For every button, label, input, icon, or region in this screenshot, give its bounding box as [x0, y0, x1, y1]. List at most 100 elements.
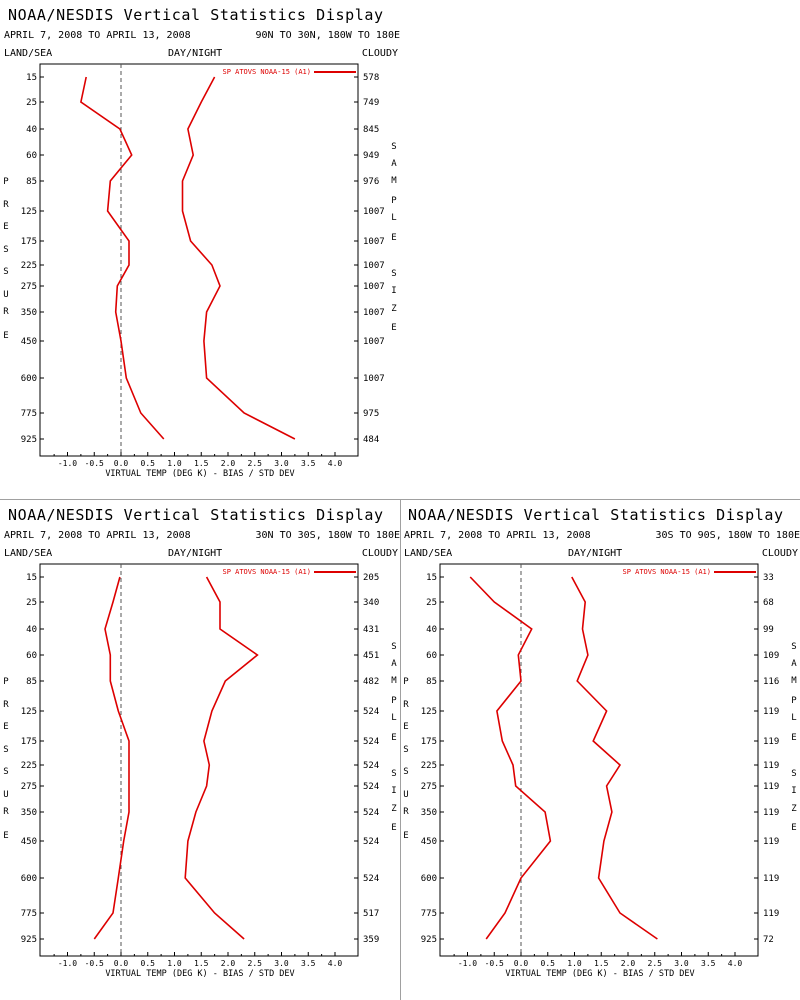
sample-size-axis-letter: S	[391, 269, 397, 279]
sample-size-label: 524	[363, 782, 379, 792]
pressure-tick-label: 350	[21, 308, 37, 318]
pressure-axis-letter: R	[3, 700, 9, 710]
cloudy-label: CLOUDY	[361, 48, 398, 59]
sample-size-axis-letter: S	[391, 142, 397, 152]
legend-label: SP ATOVS NOAA-15 (A1)	[222, 568, 311, 576]
x-tick-label: 1.5	[194, 959, 209, 968]
sample-size-label: 524	[363, 737, 379, 747]
pressure-axis-letter: S	[3, 245, 9, 255]
day-night-label: DAY/NIGHT	[168, 48, 223, 59]
sample-size-label: 119	[763, 808, 779, 818]
pressure-tick-label: 85	[26, 677, 37, 687]
sample-size-label: 524	[363, 837, 379, 847]
sample-size-axis-letter: E	[791, 823, 797, 833]
chart-title: NOAA/NESDIS Vertical Statistics Display	[8, 6, 384, 24]
x-tick-label: 1.0	[567, 959, 582, 968]
std-dev-line	[571, 576, 658, 940]
x-tick-label: 2.5	[248, 959, 263, 968]
sample-size-label: 119	[763, 837, 779, 847]
pressure-tick-label: 85	[26, 177, 37, 187]
pressure-axis-letter: R	[3, 307, 9, 317]
pressure-tick-label: 450	[21, 337, 37, 347]
pressure-tick-label: 40	[26, 625, 37, 635]
sample-size-label: 109	[763, 651, 779, 661]
chart-panel-tropics: NOAA/NESDIS Vertical Statistics Display …	[0, 500, 400, 1000]
bias-line	[80, 76, 165, 440]
x-tick-label: -1.0	[458, 959, 477, 968]
sample-size-axis-letter: I	[391, 786, 397, 796]
sample-size-axis-letter: E	[391, 323, 397, 333]
x-axis-label: VIRTUAL TEMP (DEG K) - BIAS / STD DEV	[105, 469, 294, 479]
pressure-axis-letter: R	[3, 200, 9, 210]
sample-size-axis-letter: E	[391, 233, 397, 243]
x-tick-label: 4.0	[328, 959, 343, 968]
pressure-tick-label: 225	[421, 761, 437, 771]
pressure-tick-label: 925	[21, 435, 37, 445]
x-tick-label: 1.0	[167, 959, 182, 968]
sample-size-axis-letter: P	[391, 196, 397, 206]
sample-size-axis-letter: M	[391, 176, 397, 186]
sample-size-label: 976	[363, 177, 379, 187]
pressure-tick-label: 600	[21, 374, 37, 384]
date-range: APRIL 7, 2008 TO APRIL 13, 2008	[4, 30, 191, 41]
sample-size-axis-letter: I	[791, 786, 797, 796]
sample-size-axis-letter: P	[791, 696, 797, 706]
pressure-axis-letter: S	[3, 745, 9, 755]
x-tick-label: -1.0	[58, 959, 77, 968]
bias-line	[93, 576, 130, 940]
pressure-tick-label: 175	[421, 737, 437, 747]
x-tick-label: 2.0	[221, 459, 236, 468]
pressure-tick-label: 15	[426, 573, 437, 583]
sample-size-axis-letter: A	[391, 659, 397, 669]
x-tick-label: 3.0	[674, 959, 689, 968]
sample-size-label: 68	[763, 598, 774, 608]
sample-size-label: 72	[763, 935, 774, 945]
x-tick-label: 2.5	[648, 959, 663, 968]
vertical-stats-plot: 15 578 25 749 40 845 60 949 85 976 125 1007 175 1007 2…	[21, 63, 385, 479]
x-tick-label: 2.5	[248, 459, 263, 468]
pressure-tick-label: 450	[421, 837, 437, 847]
pressure-tick-label: 25	[26, 598, 37, 608]
pressure-tick-label: 600	[21, 874, 37, 884]
sample-size-label: 578	[363, 73, 379, 83]
plot-frame	[439, 563, 759, 957]
legend-label: SP ATOVS NOAA-15 (A1)	[622, 568, 711, 576]
x-tick-label: 2.0	[221, 959, 236, 968]
sample-size-label: 119	[763, 782, 779, 792]
std-dev-line	[181, 76, 296, 440]
pressure-axis-letter: U	[403, 790, 409, 800]
x-tick-label: -0.5	[485, 959, 504, 968]
pressure-axis-letter: E	[3, 722, 9, 732]
x-tick-label: 1.5	[194, 459, 209, 468]
pressure-tick-label: 225	[21, 761, 37, 771]
pressure-tick-label: 85	[426, 677, 437, 687]
sample-size-axis-letter: E	[391, 823, 397, 833]
pressure-tick-label: 25	[26, 98, 37, 108]
pressure-tick-label: 175	[21, 237, 37, 247]
chart-title: NOAA/NESDIS Vertical Statistics Display	[8, 506, 384, 524]
x-tick-label: 3.5	[301, 459, 316, 468]
pressure-tick-label: 15	[26, 73, 37, 83]
x-tick-label: 0.0	[114, 459, 129, 468]
x-tick-label: 1.0	[167, 459, 182, 468]
pressure-tick-label: 600	[421, 874, 437, 884]
cloudy-label: CLOUDY	[361, 548, 398, 559]
x-tick-label: 3.0	[274, 459, 289, 468]
legend-label: SP ATOVS NOAA-15 (A1)	[222, 68, 311, 76]
cloudy-label: CLOUDY	[761, 548, 798, 559]
plot-frame	[39, 563, 359, 957]
sample-size-axis-letter: E	[391, 733, 397, 743]
sample-size-label: 205	[363, 573, 379, 583]
sample-size-label: 119	[763, 707, 779, 717]
pressure-tick-label: 60	[26, 651, 37, 661]
sample-size-axis-letter: M	[791, 676, 797, 686]
day-night-label: DAY/NIGHT	[568, 548, 623, 559]
pressure-tick-label: 125	[21, 707, 37, 717]
vertical-stats-plot: 15 33 25 68 40 99 60 109 85 116 125 119 175 119 225 119…	[421, 563, 779, 979]
pressure-axis-letter: P	[3, 177, 9, 187]
pressure-tick-label: 350	[421, 808, 437, 818]
pressure-tick-label: 60	[26, 151, 37, 161]
pressure-axis-letter: E	[3, 222, 9, 232]
sample-size-label: 119	[763, 737, 779, 747]
date-range: APRIL 7, 2008 TO APRIL 13, 2008	[404, 530, 591, 541]
